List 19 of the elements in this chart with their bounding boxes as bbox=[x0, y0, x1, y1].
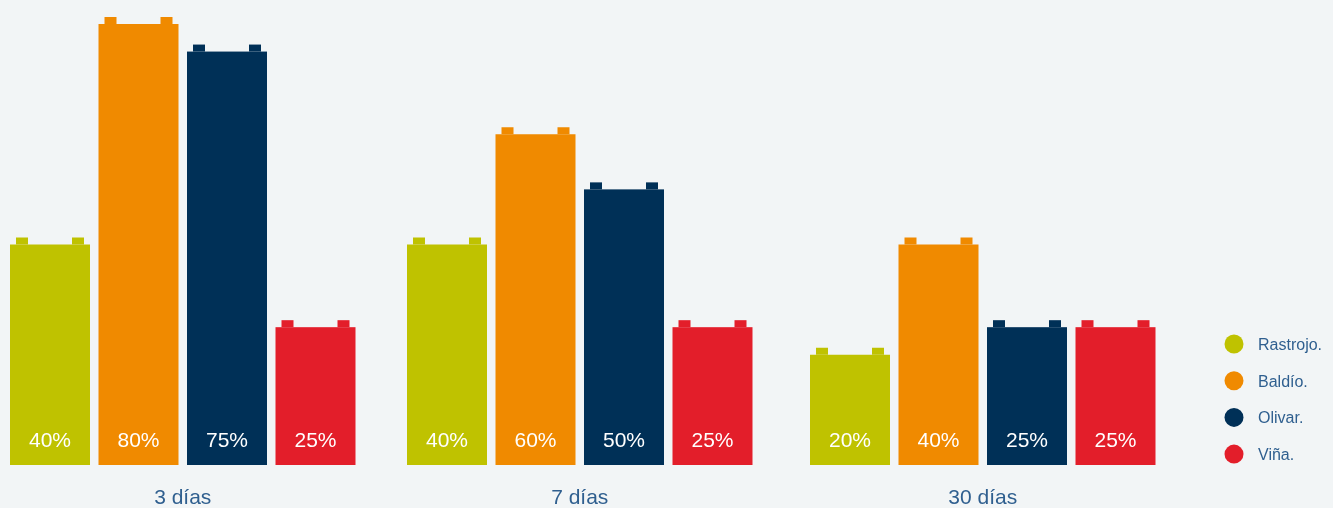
data-label: 50% bbox=[602, 428, 646, 451]
data-label: 20% bbox=[828, 428, 872, 451]
legend-label: Olivar. bbox=[1258, 409, 1304, 427]
data-label: 75% bbox=[205, 428, 249, 451]
data-label: 25% bbox=[691, 428, 734, 451]
legend-label: Baldío. bbox=[1258, 372, 1308, 390]
x-tick-label: 3 días bbox=[154, 485, 212, 508]
data-label: 60% bbox=[514, 428, 557, 451]
data-label: 25% bbox=[1094, 428, 1137, 451]
data-label: 40% bbox=[917, 428, 960, 451]
data-label: 40% bbox=[425, 428, 469, 451]
data-label: 40% bbox=[28, 428, 72, 451]
legend-label: Viña. bbox=[1258, 446, 1295, 464]
data-label: 25% bbox=[294, 428, 337, 451]
x-tick-label: 7 días bbox=[551, 485, 609, 508]
data-label: 80% bbox=[117, 428, 160, 451]
x-tick-label: 30 días bbox=[948, 485, 1018, 508]
legend-label: Rastrojo. bbox=[1258, 336, 1323, 353]
data-label: 25% bbox=[1005, 428, 1049, 451]
